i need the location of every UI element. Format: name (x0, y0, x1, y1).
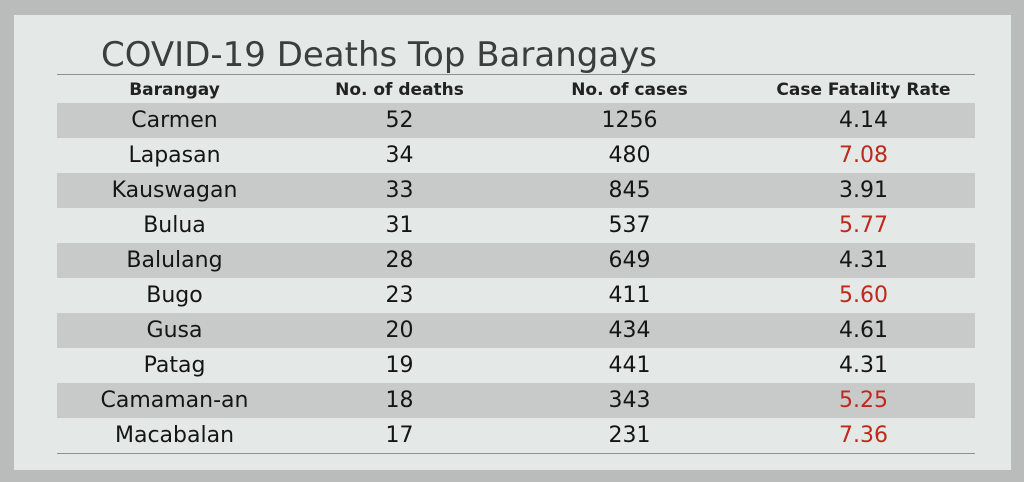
deaths-cell: 17 (385, 423, 414, 448)
barangay-cell: Gusa (146, 318, 203, 343)
cases-cell: 231 (608, 423, 651, 448)
fatality-rate-cell: 7.36 (839, 423, 888, 448)
deaths-cell: 34 (385, 143, 414, 168)
barangay-cell: Lapasan (128, 143, 221, 168)
table-row: Carmen 52 1256 4.14 (57, 103, 975, 138)
fatality-rate-cell: 5.60 (839, 283, 888, 308)
cases-cell: 1256 (601, 108, 658, 133)
cases-cell: 537 (608, 213, 651, 238)
cases-cell: 411 (608, 283, 651, 308)
table-row: Bulua 31 537 5.77 (57, 208, 975, 243)
barangay-cell: Carmen (131, 108, 218, 133)
column-header-barangay: Barangay (129, 80, 220, 100)
deaths-cell: 28 (385, 248, 414, 273)
cases-cell: 480 (608, 143, 651, 168)
barangay-table: Barangay No. of deaths No. of cases Case… (57, 77, 975, 453)
column-header-cases: No. of cases (571, 80, 688, 100)
table-row: Balulang 28 649 4.31 (57, 243, 975, 278)
column-header-fatality-rate: Case Fatality Rate (776, 80, 951, 100)
cases-cell: 434 (608, 318, 651, 343)
fatality-rate-cell: 7.08 (839, 143, 888, 168)
table-row: Patag 19 441 4.31 (57, 348, 975, 383)
fatality-rate-cell: 4.14 (839, 108, 888, 133)
cases-cell: 343 (608, 388, 651, 413)
barangay-cell: Patag (143, 353, 206, 378)
barangay-cell: Macabalan (114, 423, 235, 448)
table-header-row: Barangay No. of deaths No. of cases Case… (57, 77, 975, 103)
barangay-cell: Bulua (143, 213, 206, 238)
deaths-cell: 19 (385, 353, 414, 378)
deaths-cell: 33 (385, 178, 414, 203)
table-row: Gusa 20 434 4.61 (57, 313, 975, 348)
deaths-cell: 23 (385, 283, 414, 308)
fatality-rate-cell: 4.31 (839, 248, 888, 273)
deaths-cell: 18 (385, 388, 414, 413)
deaths-cell: 52 (385, 108, 414, 133)
column-header-deaths: No. of deaths (335, 80, 464, 100)
table-row: Lapasan 34 480 7.08 (57, 138, 975, 173)
fatality-rate-cell: 4.61 (839, 318, 888, 343)
barangay-cell: Bugo (146, 283, 203, 308)
fatality-rate-cell: 3.91 (839, 178, 888, 203)
fatality-rate-cell: 5.77 (839, 213, 888, 238)
slide-title: COVID-19 Deaths Top Barangays (101, 35, 658, 75)
fatality-rate-cell: 4.31 (839, 353, 888, 378)
barangay-cell: Camaman-an (100, 388, 249, 413)
barangay-cell: Kauswagan (111, 178, 238, 203)
table-row: Camaman-an 18 343 5.25 (57, 383, 975, 418)
slide: COVID-19 Deaths Top Barangays Barangay N… (14, 15, 1011, 470)
table-row: Kauswagan 33 845 3.91 (57, 173, 975, 208)
deaths-cell: 20 (385, 318, 414, 343)
deaths-cell: 31 (385, 213, 414, 238)
table-row: Bugo 23 411 5.60 (57, 278, 975, 313)
cases-cell: 845 (608, 178, 651, 203)
fatality-rate-cell: 5.25 (839, 388, 888, 413)
table-row: Macabalan 17 231 7.36 (57, 418, 975, 453)
cases-cell: 441 (608, 353, 651, 378)
table-top-rule (57, 74, 975, 75)
table-bottom-rule (57, 453, 975, 454)
barangay-cell: Balulang (126, 248, 223, 273)
cases-cell: 649 (608, 248, 651, 273)
